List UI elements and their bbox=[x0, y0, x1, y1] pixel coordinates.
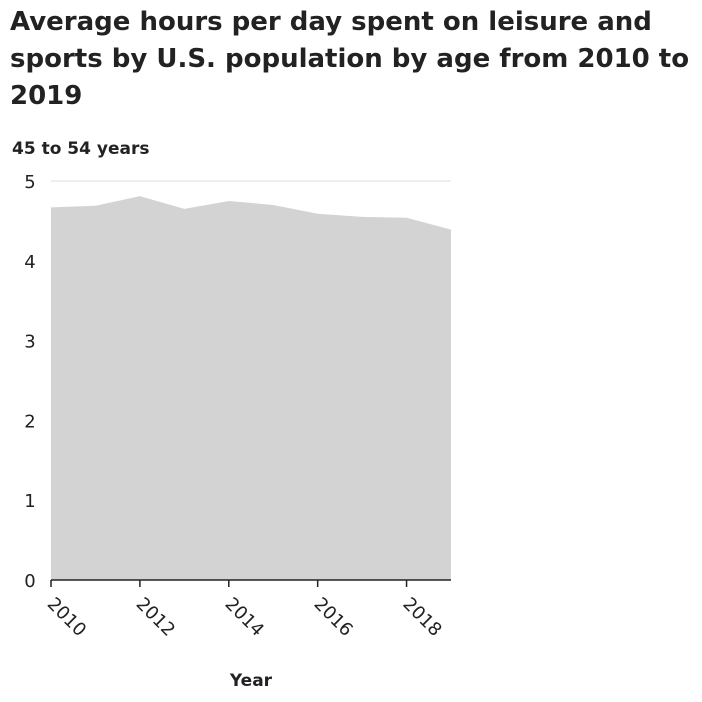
x-tick-label: 2014 bbox=[221, 594, 268, 641]
area-fill bbox=[51, 196, 451, 581]
axes bbox=[50, 579, 451, 587]
chart-title: Average hours per day spent on leisure a… bbox=[10, 7, 690, 111]
area-series bbox=[50, 196, 452, 581]
y-tick-label: 0 bbox=[24, 571, 35, 592]
x-tick-label: 2016 bbox=[310, 594, 357, 641]
y-tick-labels: 0 1 2 3 4 5 bbox=[24, 172, 35, 592]
y-tick-label: 4 bbox=[24, 252, 35, 273]
y-tick-label: 2 bbox=[24, 411, 35, 432]
y-tick-label: 1 bbox=[24, 491, 35, 512]
x-tick-label: 2010 bbox=[43, 594, 90, 641]
y-tick-label: 3 bbox=[24, 332, 35, 353]
x-tick-labels: 2010 2012 2014 2016 2018 bbox=[43, 594, 446, 641]
x-tick-label: 2018 bbox=[398, 594, 445, 641]
x-axis-label: Year bbox=[229, 671, 273, 691]
x-tick-label: 2012 bbox=[132, 594, 179, 641]
y-axis-label: 45 to 54 years bbox=[12, 139, 149, 159]
y-tick-label: 5 bbox=[24, 172, 35, 193]
